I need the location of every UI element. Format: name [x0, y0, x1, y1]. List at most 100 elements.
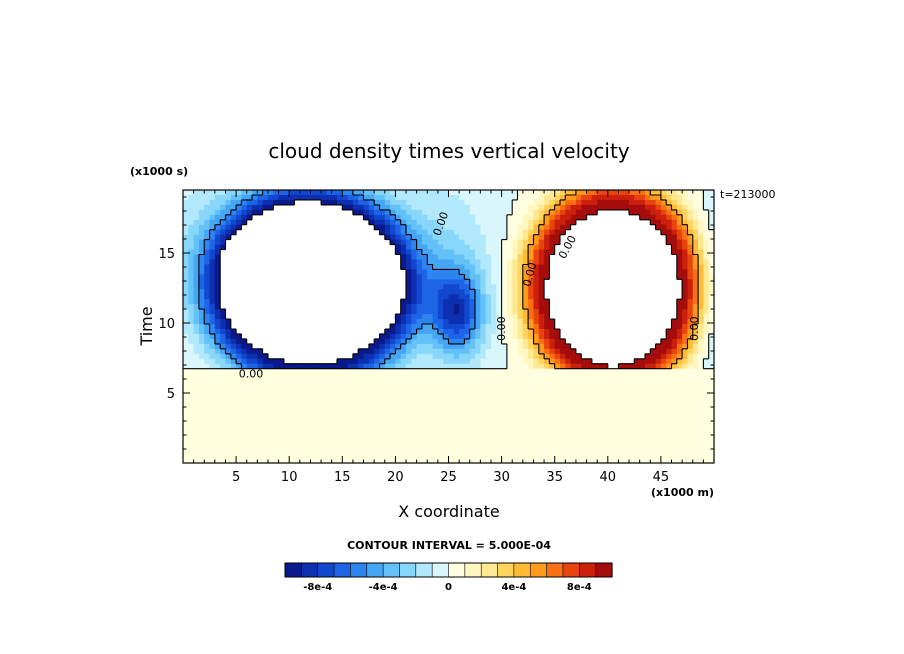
field-cell	[459, 378, 466, 385]
field-cell	[289, 224, 296, 231]
field-cell	[204, 264, 211, 271]
field-cell	[549, 269, 556, 275]
field-cell	[448, 269, 455, 275]
field-cell	[379, 224, 386, 231]
field-cell	[528, 408, 535, 414]
field-cell	[188, 328, 195, 335]
field-cell	[352, 388, 359, 395]
field-cell	[570, 229, 577, 236]
field-cell	[575, 343, 582, 350]
field-cell	[358, 428, 365, 434]
field-cell	[390, 294, 396, 300]
field-cell	[336, 388, 343, 395]
field-cell	[326, 358, 333, 365]
field-cell	[331, 413, 338, 419]
field-cell	[655, 269, 662, 275]
field-cell	[416, 353, 423, 360]
field-cell	[692, 204, 699, 211]
field-cell	[214, 319, 221, 325]
field-cell	[193, 393, 200, 400]
field-cell	[591, 199, 598, 206]
field-cell	[432, 294, 439, 300]
field-cell	[289, 348, 296, 355]
field-cell	[352, 423, 359, 429]
field-cell	[400, 254, 407, 261]
field-cell	[629, 368, 635, 375]
field-cell	[597, 199, 604, 206]
field-cell	[225, 314, 232, 320]
field-cell	[533, 343, 540, 350]
field-cell	[475, 249, 481, 256]
field-cell	[278, 304, 285, 310]
field-cell	[241, 289, 248, 295]
field-cell	[660, 229, 667, 236]
field-cell	[671, 304, 678, 310]
field-cell	[347, 294, 354, 300]
field-cell	[384, 428, 391, 434]
field-cell	[437, 209, 444, 216]
field-cell	[347, 264, 354, 271]
field-cell	[432, 229, 439, 236]
field-cell	[267, 249, 274, 256]
field-cell	[533, 249, 540, 256]
field-cell	[437, 194, 444, 201]
field-cell	[246, 299, 253, 305]
field-cell	[363, 388, 370, 395]
field-cell	[623, 190, 630, 196]
field-cell	[490, 224, 497, 231]
field-cell	[496, 229, 503, 236]
field-cell	[623, 363, 630, 370]
field-cell	[267, 274, 274, 280]
field-cell	[384, 393, 391, 400]
field-cell	[687, 363, 694, 370]
field-cell	[310, 338, 317, 345]
field-cell	[475, 304, 481, 310]
field-cell	[581, 219, 588, 226]
field-cell	[554, 289, 561, 295]
field-cell	[639, 393, 646, 400]
field-cell	[432, 368, 439, 375]
field-cell	[629, 234, 635, 241]
field-cell	[299, 433, 306, 439]
field-cell	[708, 348, 714, 355]
field-cell	[613, 393, 620, 400]
field-cell	[342, 269, 349, 275]
field-cell	[294, 214, 301, 221]
field-cell	[602, 423, 609, 429]
field-cell	[347, 324, 354, 330]
field-cell	[400, 219, 407, 226]
field-cell	[512, 324, 519, 330]
field-cell	[443, 199, 450, 206]
field-cell	[565, 219, 572, 226]
field-cell	[623, 433, 630, 439]
field-cell	[432, 319, 439, 325]
field-cell	[299, 244, 306, 251]
field-cell	[687, 299, 694, 305]
field-cell	[522, 204, 529, 211]
field-cell	[575, 224, 582, 231]
field-cell	[267, 309, 274, 315]
field-cell	[490, 353, 497, 360]
field-cell	[395, 194, 402, 201]
field-cell	[448, 254, 455, 261]
field-cell	[623, 289, 630, 295]
field-cell	[342, 314, 349, 320]
field-cell	[406, 209, 412, 216]
field-cell	[310, 229, 317, 236]
field-cell	[629, 408, 635, 414]
field-cell	[421, 294, 428, 300]
field-cell	[183, 199, 189, 206]
field-cell	[204, 199, 211, 206]
field-cell	[607, 294, 614, 300]
field-cell	[209, 358, 216, 365]
field-cell	[406, 289, 412, 295]
field-cell	[352, 204, 359, 211]
field-cell	[416, 413, 423, 419]
field-cell	[262, 309, 269, 315]
field-cell	[464, 190, 471, 196]
field-cell	[687, 408, 694, 414]
field-cell	[321, 199, 327, 206]
field-cell	[315, 408, 322, 414]
field-cell	[236, 229, 243, 236]
field-cell	[480, 309, 487, 315]
